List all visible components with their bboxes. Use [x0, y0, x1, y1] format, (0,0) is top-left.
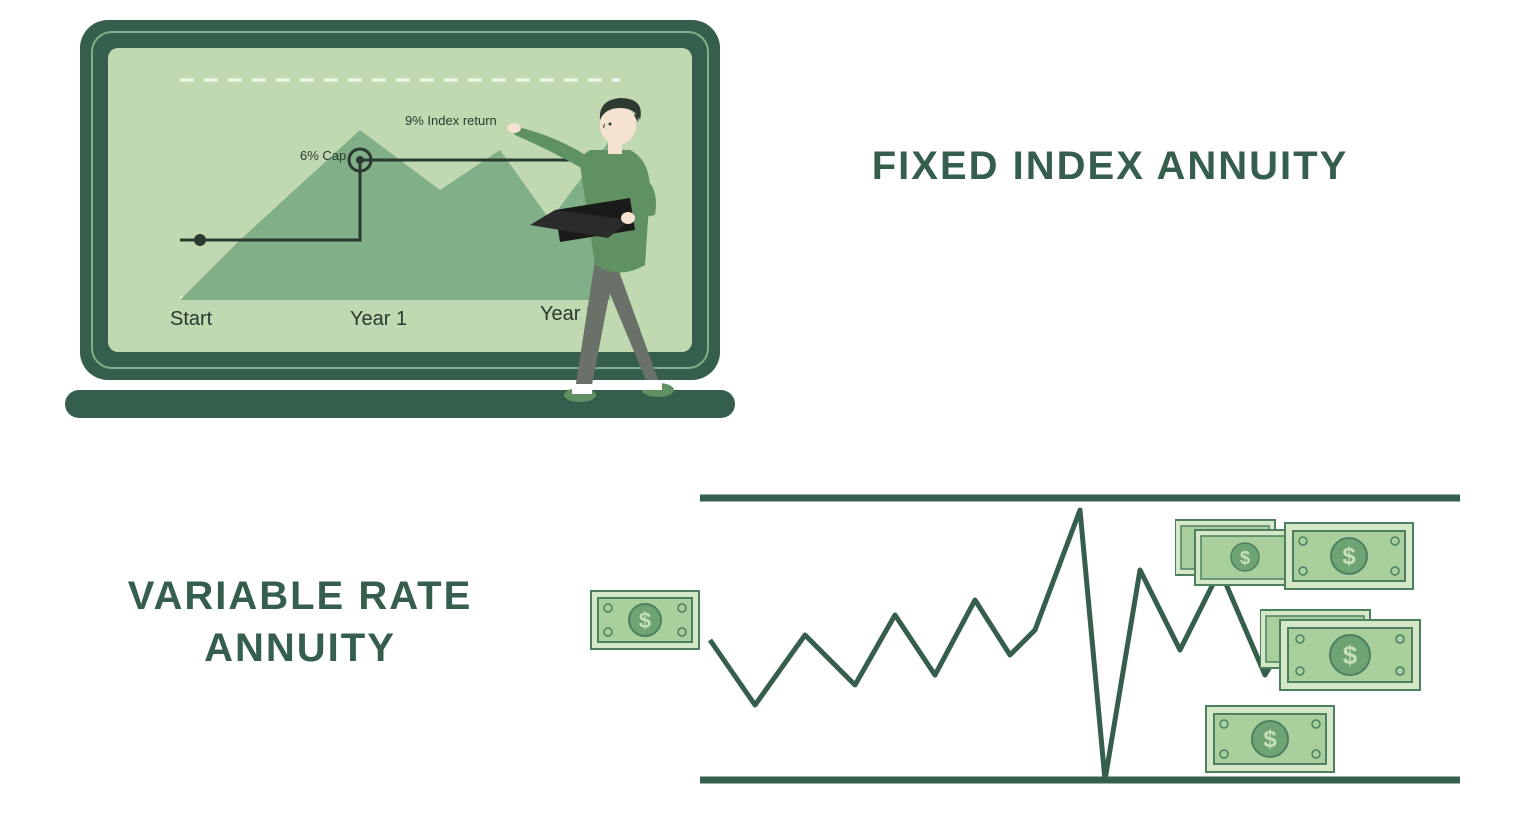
title-fixed-index: FIXED INDEX ANNUITY [820, 140, 1400, 192]
svg-text:$: $ [1343, 640, 1358, 670]
svg-text:$: $ [1263, 726, 1277, 753]
title-variable-rate: VARIABLE RATE ANNUITY [60, 570, 540, 674]
dollar-bills-mid: $ [1260, 605, 1440, 695]
dollar-bills-top: $ $ [1175, 515, 1425, 605]
dollar-bill-bottom: $ [1205, 705, 1345, 780]
presenter-person [500, 80, 720, 420]
svg-text:$: $ [1342, 543, 1356, 570]
svg-text:$: $ [639, 608, 651, 633]
label-index-return: 9% Index return [405, 113, 497, 128]
svg-text:$: $ [1240, 548, 1250, 568]
label-start: Start [170, 308, 213, 330]
label-year1: Year 1 [350, 308, 407, 330]
dollar-bill-single: $ [590, 590, 700, 655]
label-cap: 6% Cap [300, 148, 346, 163]
